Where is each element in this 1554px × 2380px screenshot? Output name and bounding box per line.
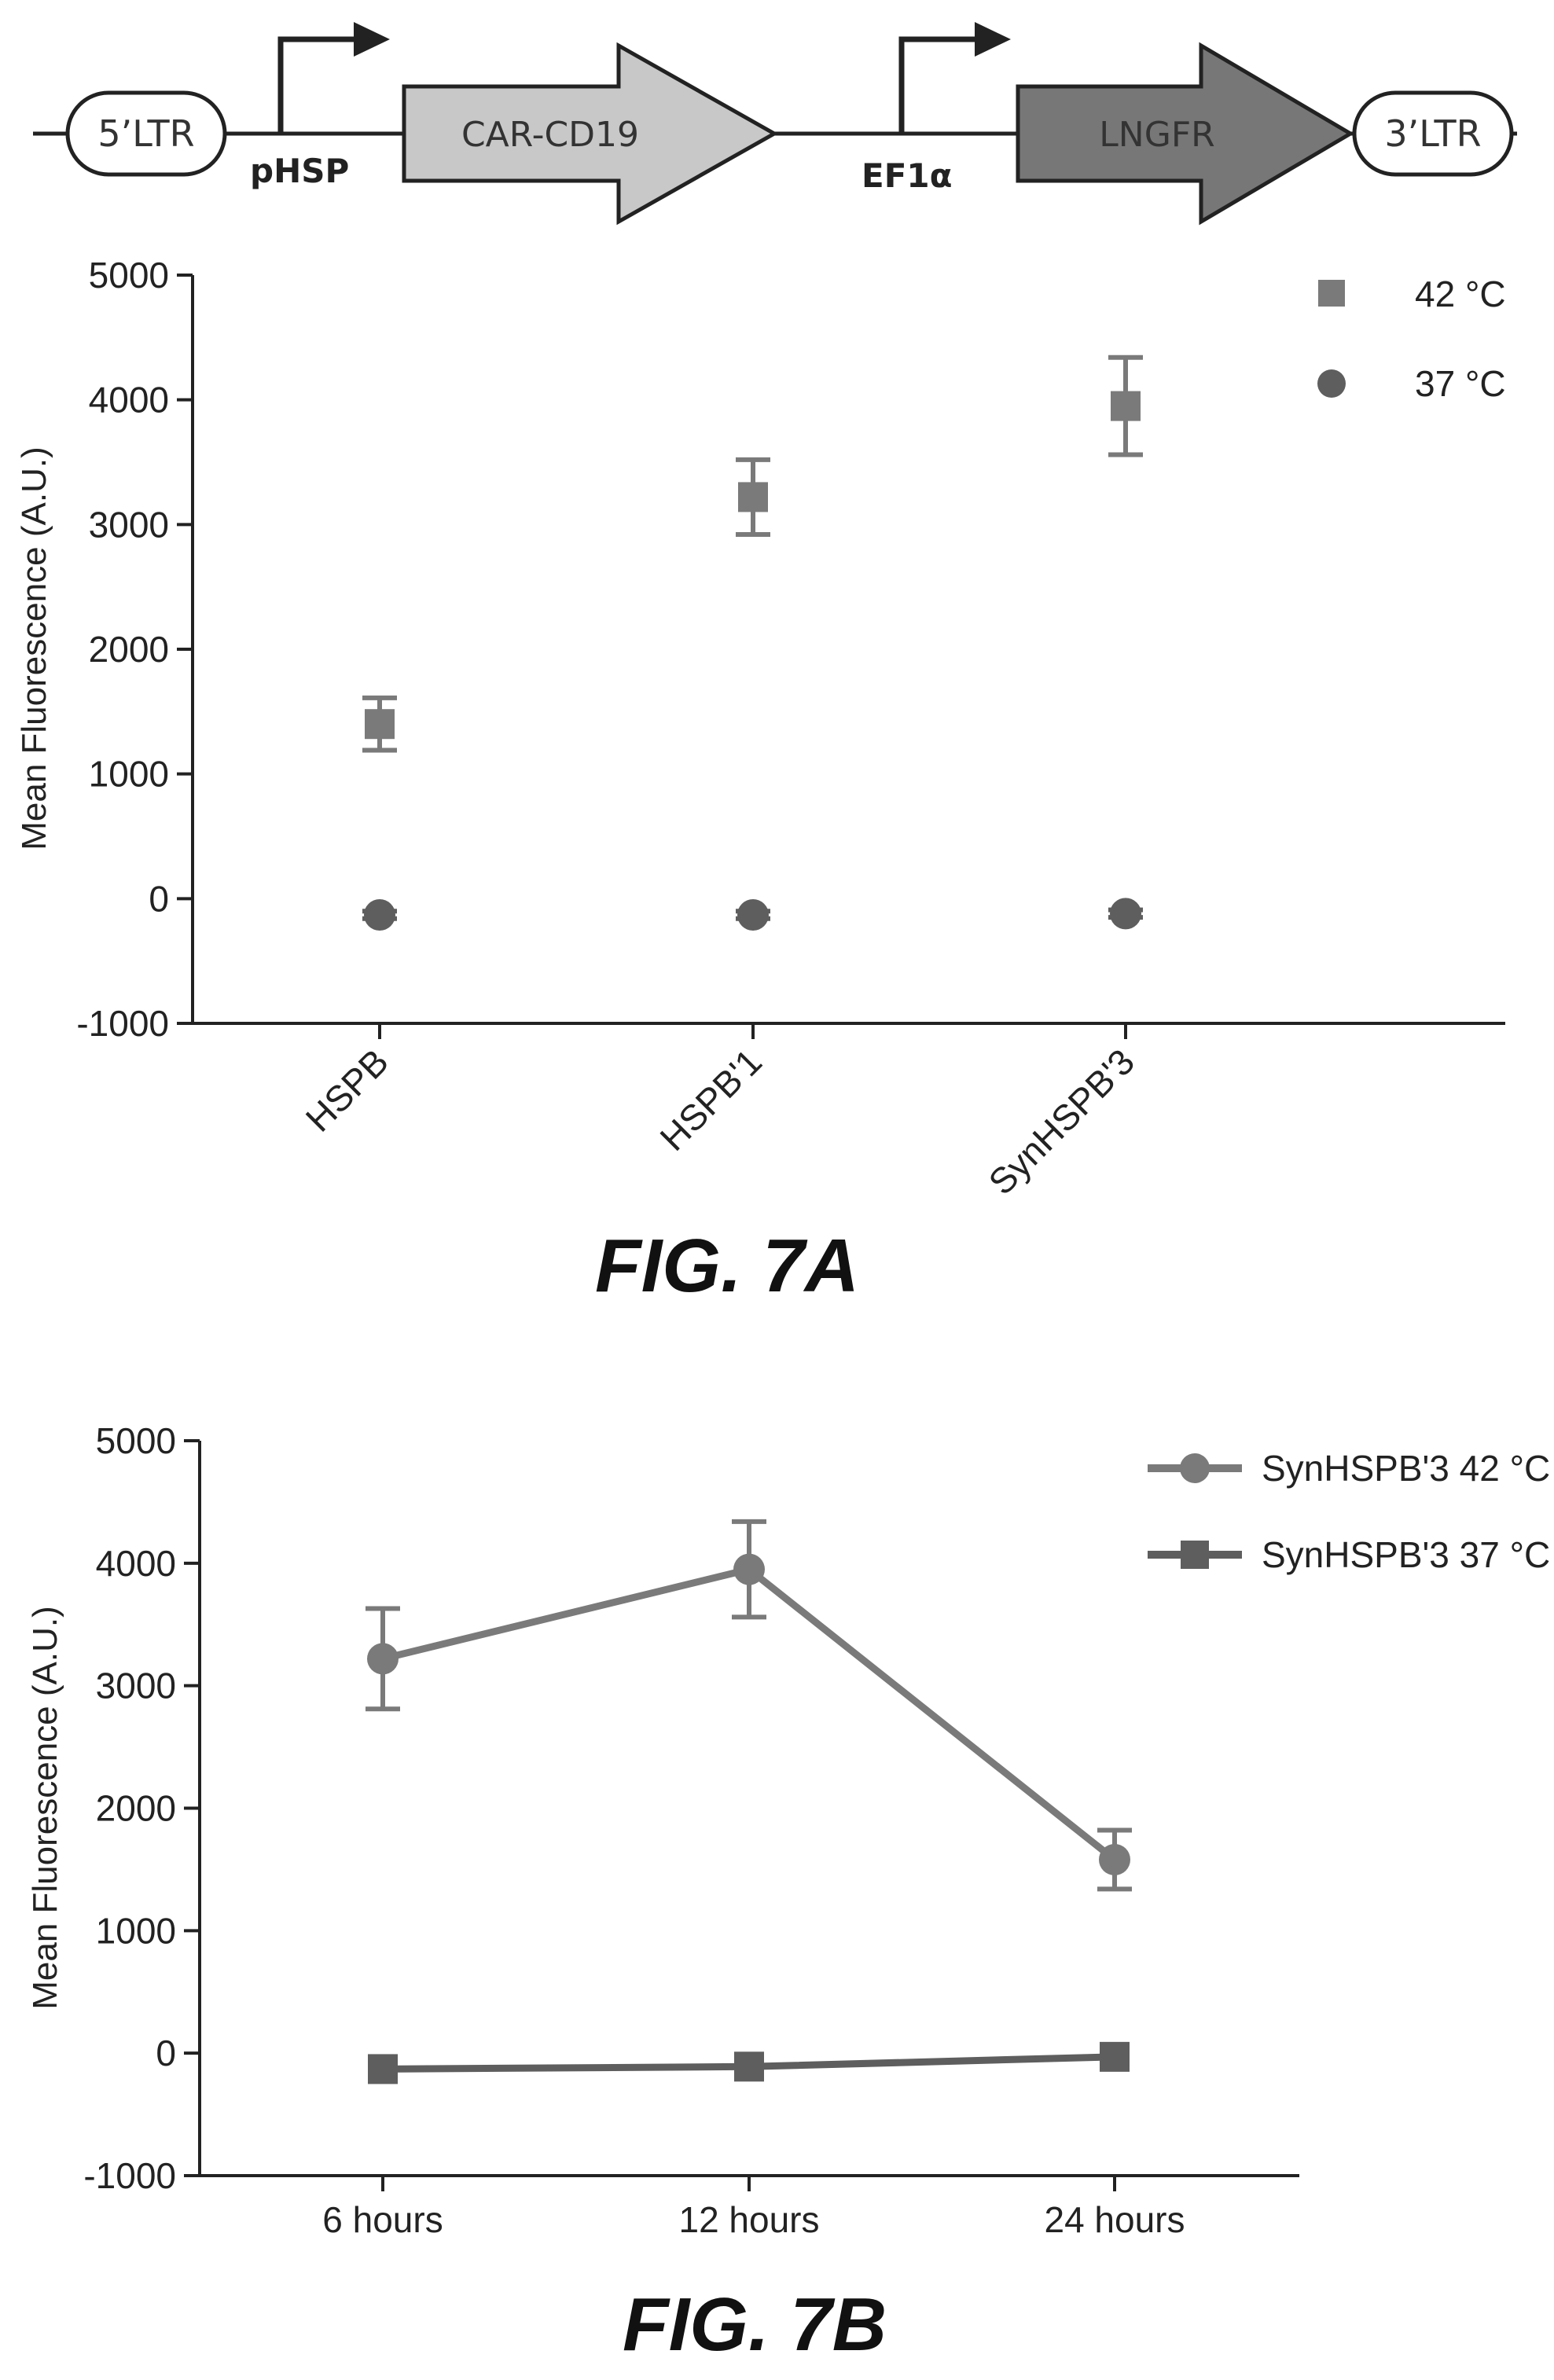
legend-square-marker bbox=[1181, 1541, 1209, 1569]
fig-7a-chart: 5000 4000 3000 2000 1000 0 -1000 HSPB HSPB'1 Syn… bbox=[15, 255, 1506, 1203]
fig-7a-x-ticks: HSPB HSPB'1 SynHSPB'3 bbox=[298, 1023, 1142, 1203]
y-tick-label: 0 bbox=[149, 878, 169, 919]
car-cd19-gene-arrow: CAR-CD19 bbox=[402, 42, 779, 226]
data-point-circle bbox=[364, 898, 395, 931]
promoter-arrow-ef1a bbox=[898, 22, 1011, 134]
data-point-square bbox=[738, 482, 768, 512]
fig-7a-legend: 42 °C 37 °C bbox=[1317, 274, 1506, 404]
fig-7a-caption: FIG. 7A bbox=[595, 1224, 859, 1308]
fig-7b-legend-label-42c: SynHSPB'3 42 °C bbox=[1262, 1448, 1550, 1489]
fig-7a-data-marks bbox=[362, 354, 1143, 931]
data-point-circle bbox=[733, 1553, 765, 1585]
data-point-square bbox=[368, 2054, 398, 2084]
ltr5-box: 5’LTR bbox=[65, 90, 227, 177]
fig-7b-legend-item-42c: SynHSPB'3 42 °C bbox=[1148, 1448, 1550, 1489]
fig-7b-legend-item-37c: SynHSPB'3 37 °C bbox=[1148, 1534, 1550, 1575]
data-point-circle bbox=[367, 1643, 399, 1675]
x-tick-label: HSPB'1 bbox=[652, 1041, 770, 1159]
y-tick-label: 4000 bbox=[96, 1543, 176, 1584]
y-tick-label: 0 bbox=[156, 2033, 176, 2073]
y-tick-label: 2000 bbox=[89, 629, 169, 670]
x-tick-label: SynHSPB'3 bbox=[980, 1041, 1142, 1203]
y-tick-label: 4000 bbox=[89, 380, 169, 421]
lngfr-gene-arrow: LNGFR bbox=[1016, 42, 1354, 226]
promoter-arrow-phsp bbox=[277, 22, 390, 134]
ltr3-box: 3’LTR bbox=[1352, 90, 1514, 177]
fig-7b-data-marks bbox=[366, 1519, 1132, 2084]
x-tick-label: HSPB bbox=[298, 1041, 396, 1139]
fig-7b-caption: FIG. 7B bbox=[623, 2283, 887, 2367]
y-tick-label: 3000 bbox=[96, 1666, 176, 1706]
data-point-square bbox=[1111, 391, 1141, 421]
data-point-square bbox=[1100, 2041, 1130, 2072]
x-tick-label: 12 hours bbox=[678, 2199, 819, 2240]
fig-7a-legend-label-42c: 42 °C bbox=[1415, 274, 1506, 314]
ltr3-label: 3’LTR bbox=[1384, 112, 1481, 155]
phsp-label: pHSP bbox=[250, 152, 349, 190]
data-point-square bbox=[365, 709, 395, 740]
fig-7a-legend-label-37c: 37 °C bbox=[1415, 363, 1506, 404]
y-tick-label: 3000 bbox=[89, 504, 169, 545]
fig-7a-y-axis-title: Mean Fluorescence (A.U.) bbox=[15, 446, 53, 850]
data-point-circle bbox=[737, 898, 769, 931]
data-point-circle bbox=[1110, 898, 1141, 930]
legend-square-marker bbox=[1318, 280, 1345, 307]
fig-7b-chart: 5000 4000 3000 2000 1000 0 -1000 6 hours 12 hou… bbox=[26, 1420, 1550, 2240]
y-tick-label: 5000 bbox=[96, 1420, 176, 1461]
fig-7b-legend-label-37c: SynHSPB'3 37 °C bbox=[1262, 1534, 1550, 1575]
y-tick-label: 5000 bbox=[89, 255, 169, 296]
ef1a-label: EF1α bbox=[861, 156, 952, 195]
fig-7b-y-axis-title: Mean Fluorescence (A.U.) bbox=[26, 1606, 64, 2010]
y-tick-label: 1000 bbox=[96, 1910, 176, 1951]
legend-circle-marker bbox=[1180, 1453, 1210, 1483]
car-cd19-label: CAR-CD19 bbox=[461, 115, 639, 155]
lngfr-label: LNGFR bbox=[1099, 115, 1214, 155]
y-tick-label: 2000 bbox=[96, 1788, 176, 1829]
fig-7a-y-ticks: 5000 4000 3000 2000 1000 0 -1000 bbox=[76, 255, 193, 1044]
y-tick-label: -1000 bbox=[76, 1003, 169, 1044]
vector-construct-diagram: 5’LTR pHSP CAR-CD19 EF1α LNGFR 3’LTR bbox=[33, 22, 1517, 226]
legend-circle-marker bbox=[1317, 369, 1346, 398]
y-tick-label: -1000 bbox=[83, 2155, 176, 2196]
data-point-square bbox=[734, 2051, 764, 2082]
fig-7b-x-ticks: 6 hours 12 hours 24 hours bbox=[322, 2176, 1185, 2240]
ltr5-label: 5’LTR bbox=[97, 112, 194, 155]
data-point-circle bbox=[1099, 1843, 1130, 1875]
fig-7b-y-ticks: 5000 4000 3000 2000 1000 0 -1000 bbox=[83, 1420, 200, 2196]
fig-7a-legend-item-37c: 37 °C bbox=[1317, 363, 1506, 404]
fig-7a-legend-item-42c: 42 °C bbox=[1318, 274, 1506, 314]
y-tick-label: 1000 bbox=[89, 754, 169, 795]
fig-7b-legend: SynHSPB'3 42 °C SynHSPB'3 37 °C bbox=[1148, 1448, 1550, 1575]
x-tick-label: 6 hours bbox=[322, 2199, 443, 2240]
x-tick-label: 24 hours bbox=[1044, 2199, 1185, 2240]
